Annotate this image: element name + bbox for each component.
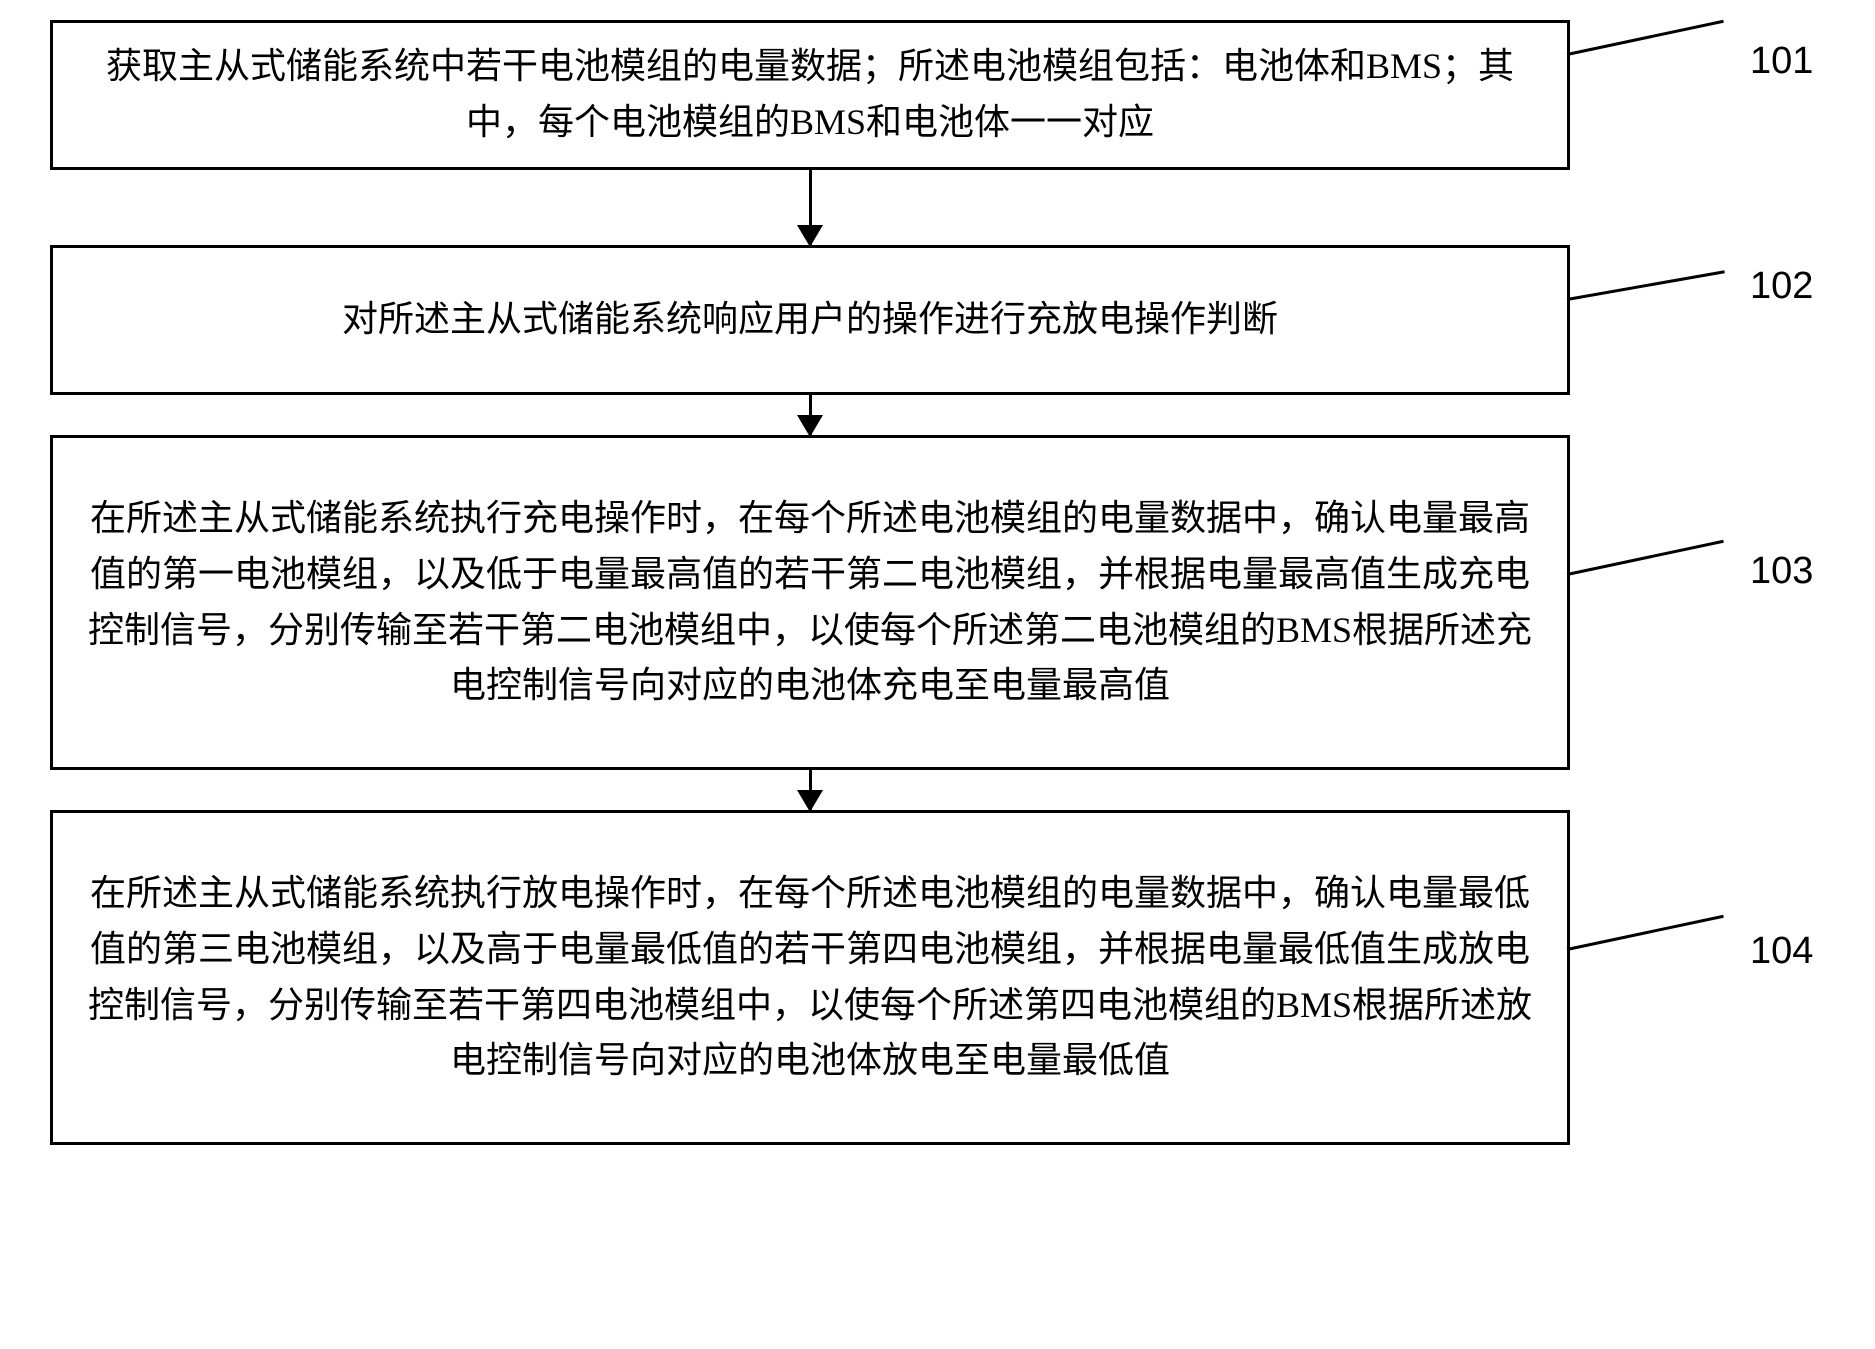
label-connector-line [1567, 540, 1724, 576]
step-label-101: 101 [1750, 40, 1813, 83]
flowchart-arrow [809, 170, 812, 245]
arrow-container [50, 170, 1570, 245]
step-label-104: 104 [1750, 930, 1813, 973]
arrow-container [50, 395, 1570, 435]
flowchart-step-101: 获取主从式储能系统中若干电池模组的电量数据；所述电池模组包括：电池体和BMS；其… [50, 20, 1570, 170]
arrow-container [50, 770, 1570, 810]
step-label-103: 103 [1750, 550, 1813, 593]
label-connector-line [1567, 20, 1724, 56]
step-text: 获取主从式储能系统中若干电池模组的电量数据；所述电池模组包括：电池体和BMS；其… [83, 39, 1537, 151]
step-label-102: 102 [1750, 265, 1813, 308]
label-connector-line [1567, 915, 1724, 951]
flowchart-arrow [809, 770, 812, 810]
step-text: 对所述主从式储能系统响应用户的操作进行充放电操作判断 [342, 292, 1278, 348]
step-text: 在所述主从式储能系统执行放电操作时，在每个所述电池模组的电量数据中，确认电量最低… [83, 866, 1537, 1089]
flowchart-step-104: 在所述主从式储能系统执行放电操作时，在每个所述电池模组的电量数据中，确认电量最低… [50, 810, 1570, 1145]
flowchart-step-102: 对所述主从式储能系统响应用户的操作进行充放电操作判断 [50, 245, 1570, 395]
flowchart-container: 获取主从式储能系统中若干电池模组的电量数据；所述电池模组包括：电池体和BMS；其… [50, 20, 1830, 1145]
flowchart-arrow [809, 395, 812, 435]
step-text: 在所述主从式储能系统执行充电操作时，在每个所述电池模组的电量数据中，确认电量最高… [83, 491, 1537, 714]
flowchart-step-103: 在所述主从式储能系统执行充电操作时，在每个所述电池模组的电量数据中，确认电量最高… [50, 435, 1570, 770]
label-connector-line [1567, 270, 1725, 301]
